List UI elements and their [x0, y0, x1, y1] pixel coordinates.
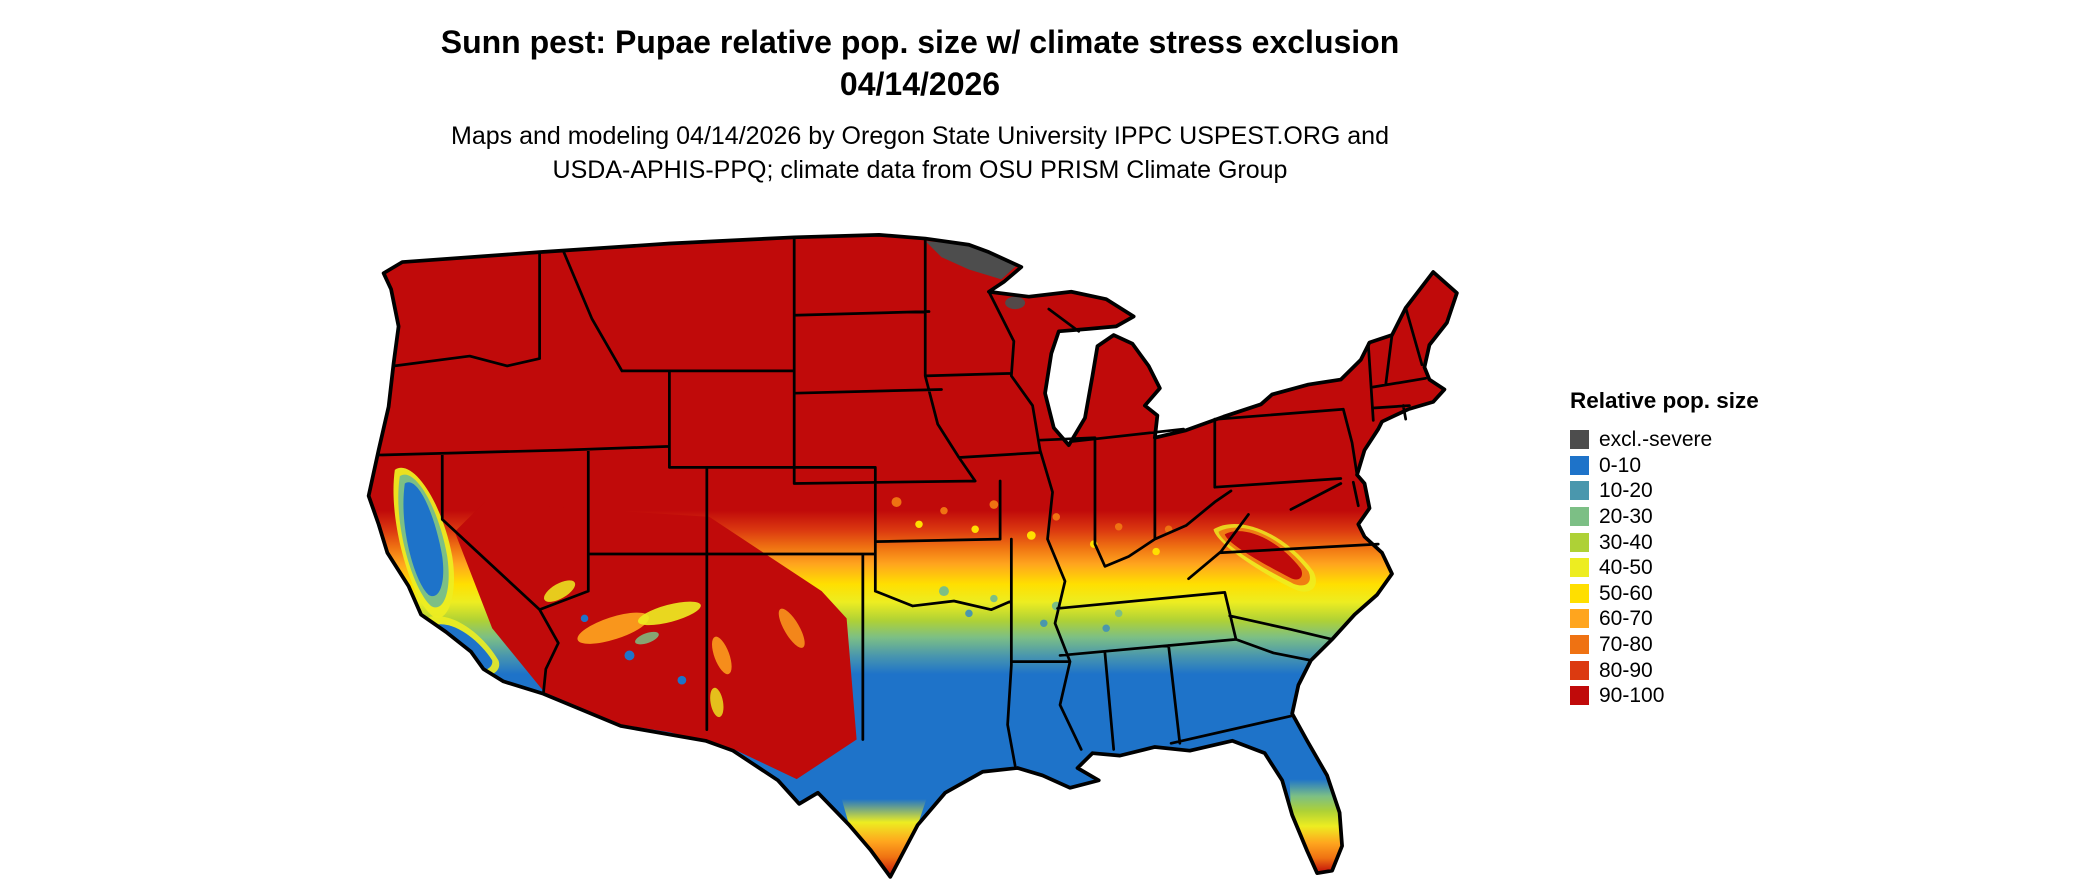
florida-tip-gradient	[1289, 779, 1345, 874]
legend: Relative pop. size excl.-severe 0-10 10-20…	[1570, 388, 1870, 709]
legend-item: 30-40	[1570, 529, 1870, 555]
us-map-svg	[366, 232, 1459, 879]
legend-item: 80-90	[1570, 657, 1870, 683]
legend-swatch	[1570, 532, 1589, 552]
legend-label: 90-100	[1599, 684, 1665, 708]
legend-swatch	[1570, 481, 1589, 501]
map-attribution-line1: Maps and modeling 04/14/2026 by Oregon S…	[451, 122, 1389, 150]
map-raster-layers	[368, 234, 1457, 877]
legend-swatch	[1570, 430, 1589, 450]
legend-item: 90-100	[1570, 683, 1870, 709]
southwest-mottle	[543, 580, 805, 718]
legend-label: 60-70	[1599, 607, 1653, 631]
legend-label: 80-90	[1599, 658, 1653, 682]
legend-item: 20-30	[1570, 504, 1870, 530]
us-choropleth-map	[295, 220, 1543, 888]
legend-label: 10-20	[1599, 479, 1653, 503]
legend-swatch	[1570, 558, 1589, 578]
legend-swatch	[1570, 660, 1589, 680]
legend-title: Relative pop. size	[1570, 388, 1759, 413]
state-borders	[377, 235, 1428, 767]
map-attribution-line2: USDA-APHIS-PPQ; climate data from OSU PR…	[552, 156, 1288, 184]
legend-label: 50-60	[1599, 581, 1653, 605]
legend-item: 0-10	[1570, 453, 1870, 479]
map-title-date: 04/14/2026	[839, 66, 1001, 102]
appalachian-red-finger	[1213, 523, 1316, 592]
legend-label: 40-50	[1599, 556, 1653, 580]
legend-swatch	[1570, 507, 1589, 527]
legend-item: 60-70	[1570, 606, 1870, 632]
legend-item: 40-50	[1570, 555, 1870, 581]
legend-items: excl.-severe 0-10 10-20 20-30 30-40 40-50 50-6…	[1570, 427, 1870, 709]
legend-label: excl.-severe	[1599, 428, 1713, 452]
legend-swatch	[1570, 583, 1589, 603]
southwest-red-region	[454, 502, 857, 780]
legend-swatch	[1570, 609, 1589, 629]
excluded-severe-patch	[925, 241, 1026, 310]
legend-label: 20-30	[1599, 505, 1653, 529]
band-speckles	[891, 497, 1173, 632]
legend-swatch	[1570, 635, 1589, 655]
legend-swatch	[1570, 455, 1589, 475]
legend-item: 50-60	[1570, 581, 1870, 607]
legend-item: 10-20	[1570, 478, 1870, 504]
legend-item: 70-80	[1570, 632, 1870, 658]
legend-label: 0-10	[1599, 453, 1642, 477]
us-outline	[366, 232, 1459, 879]
legend-label: 70-80	[1599, 633, 1653, 657]
map-title: Sunn pest: Pupae relative pop. size w/ c…	[440, 24, 1400, 60]
legend-swatch	[1570, 686, 1589, 706]
california-valley-patch	[393, 467, 455, 618]
texas-tip-gradient	[841, 798, 927, 877]
legend-item: excl.-severe	[1570, 427, 1870, 453]
legend-label: 30-40	[1599, 530, 1653, 554]
